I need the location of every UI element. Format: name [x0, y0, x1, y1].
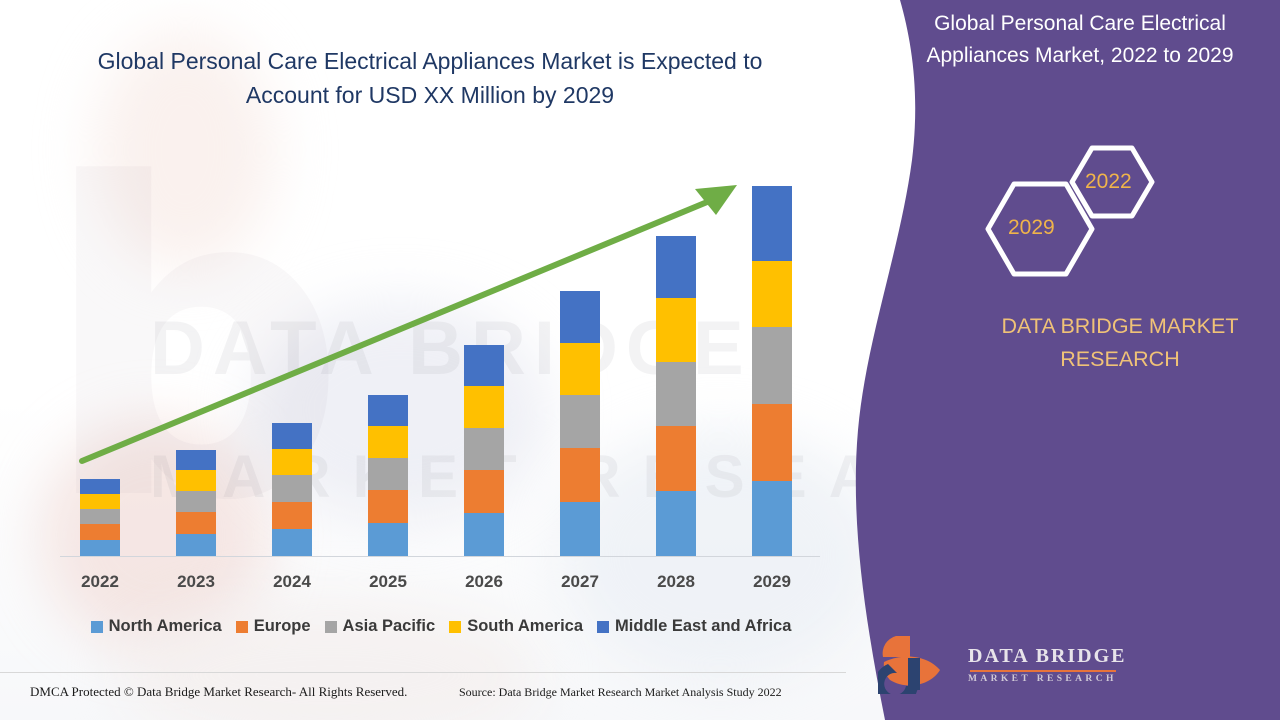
bar-2022[interactable] — [80, 479, 120, 556]
x-axis-label-2023: 2023 — [177, 572, 215, 591]
chart-title: Global Personal Care Electrical Applianc… — [97, 48, 763, 108]
bar-segment — [80, 494, 120, 509]
hexagon-badges: 2022 2029 — [980, 140, 1190, 290]
x-axis-label-2028: 2028 — [657, 572, 695, 591]
x-axis-label-2025: 2025 — [369, 572, 407, 591]
legend-label: Middle East and Africa — [615, 617, 792, 635]
legend-label: Europe — [253, 617, 311, 635]
bar-2023[interactable] — [176, 450, 216, 556]
bar-segment — [176, 534, 216, 556]
bar-segment — [560, 502, 600, 556]
footer-divider — [0, 672, 846, 673]
bar-segment — [176, 512, 216, 534]
legend-swatch — [597, 620, 610, 633]
x-axis-label-2026: 2026 — [465, 572, 503, 591]
chart-legend: North America Europe Asia Pacific South Ame… — [46, 617, 836, 636]
legend-swatch — [90, 620, 103, 633]
bar-segment — [464, 513, 504, 556]
bar-segment — [80, 524, 120, 540]
legend-swatch — [235, 620, 248, 633]
bar-segment — [752, 481, 792, 556]
stacked-bar-chart: 2022 2023 2024 2025 2026 2027 2028 2029 — [0, 185, 860, 598]
brand-line-2: RESEARCH — [1060, 347, 1180, 371]
legend-item-north-america[interactable]: North America — [90, 617, 222, 636]
dbmr-logo-mark — [878, 636, 940, 694]
logo-divider — [970, 670, 1116, 672]
legend-item-middle-east-and-africa[interactable]: Middle East and Africa — [597, 617, 791, 636]
legend-label: Asia Pacific — [342, 617, 436, 635]
dmca-notice: DMCA Protected © Data Bridge Market Rese… — [30, 684, 408, 699]
hex-label-2029: 2029 — [1008, 216, 1055, 239]
x-axis-label-2027: 2027 — [561, 572, 599, 591]
legend-label: South America — [467, 617, 584, 635]
bar-segment — [80, 509, 120, 524]
bar-segment — [80, 479, 120, 494]
dbmr-logo-text: DATA BRIDGE MARKET RESEARCH — [968, 645, 1127, 684]
bar-2029[interactable] — [752, 186, 792, 556]
source-note: Source: Data Bridge Market Research Mark… — [459, 685, 782, 699]
legend-item-asia-pacific[interactable]: Asia Pacific — [324, 617, 436, 636]
bar-segment — [656, 491, 696, 556]
bar-segment — [176, 491, 216, 512]
bar-segment — [464, 470, 504, 513]
purple-background-shape — [855, 0, 1280, 720]
bar-segment — [272, 502, 312, 529]
brand-line-1: DATA BRIDGE MARKET — [1001, 314, 1239, 338]
x-axis-label-2024: 2024 — [273, 572, 311, 591]
bar-segment — [752, 404, 792, 481]
bar-segment — [368, 523, 408, 556]
bar-segment — [176, 470, 216, 491]
bar-segment — [272, 475, 312, 502]
logo-line-2: MARKET RESEARCH — [968, 674, 1117, 684]
logo-line-1: DATA BRIDGE — [968, 645, 1127, 667]
hex-label-2022: 2022 — [1085, 170, 1132, 193]
bar-segment — [80, 540, 120, 556]
legend-item-south-america[interactable]: South America — [449, 617, 583, 636]
bar-segment — [752, 186, 792, 261]
x-axis-labels: 2022 2023 2024 2025 2026 2027 2028 2029 — [0, 572, 860, 598]
legend-label: North America — [108, 617, 222, 635]
panel-title: Global Personal Care Electrical Applianc… — [926, 12, 1234, 67]
legend-item-europe[interactable]: Europe — [235, 617, 311, 636]
legend-swatch — [449, 620, 462, 633]
hexagon-outlines — [985, 145, 1155, 277]
x-axis-line — [60, 556, 820, 557]
x-axis-label-2029: 2029 — [753, 572, 791, 591]
bar-segment — [752, 327, 792, 404]
bar-segment — [752, 261, 792, 327]
legend-swatch — [324, 620, 337, 633]
bar-segment — [272, 529, 312, 556]
brand-name: DATA BRIDGE MARKET RESEARCH — [975, 310, 1265, 376]
x-axis-label-2022: 2022 — [81, 572, 119, 591]
bar-segment — [368, 490, 408, 523]
